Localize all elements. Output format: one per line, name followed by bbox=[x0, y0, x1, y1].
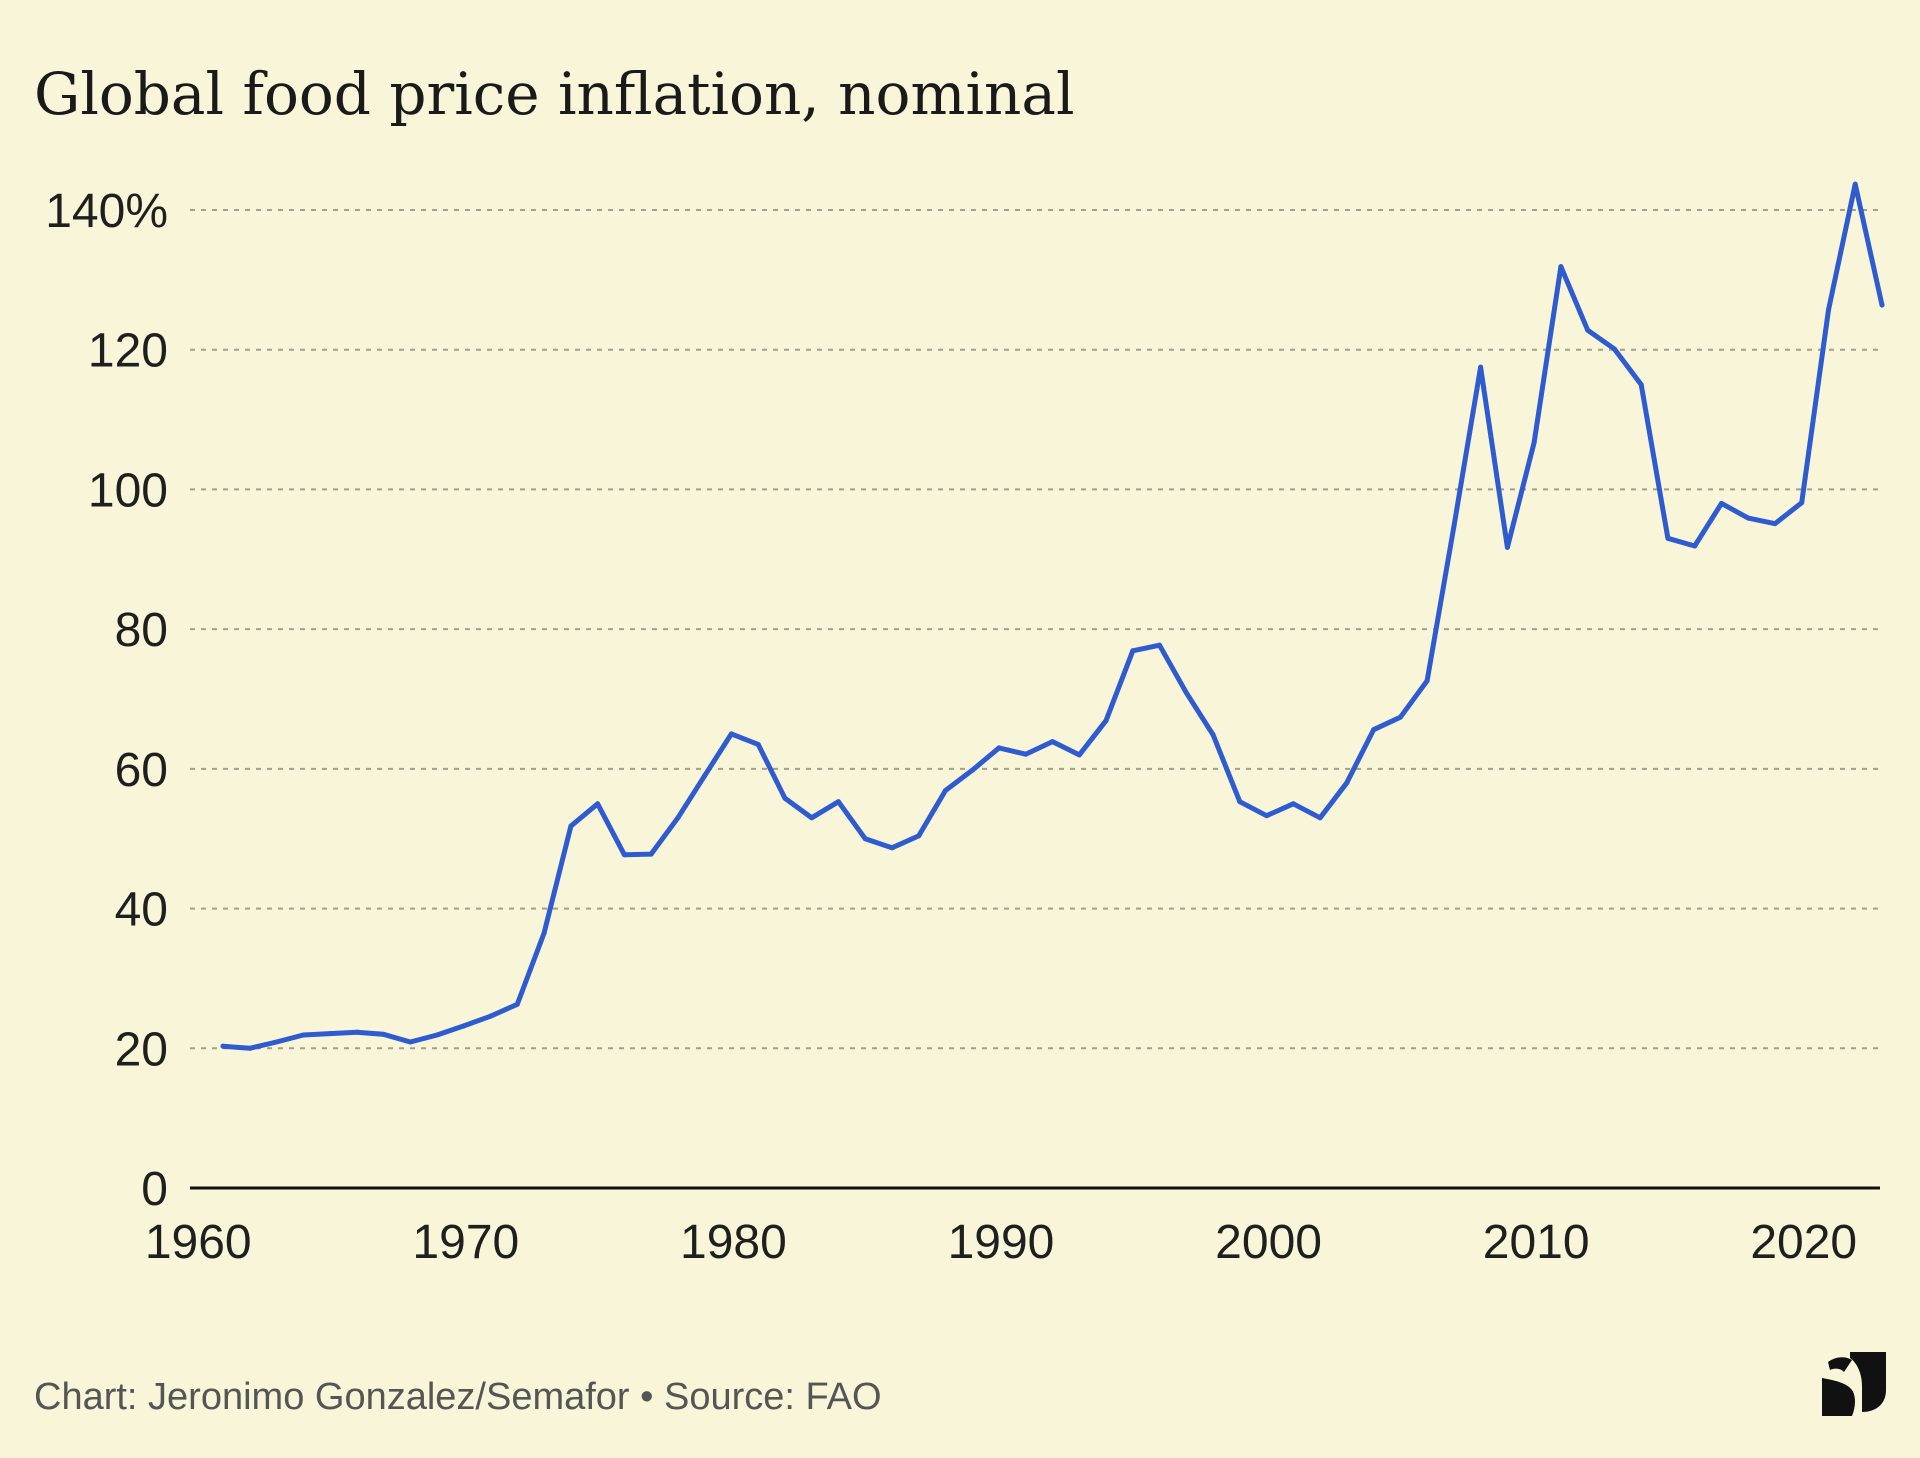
y-tick-label: 40 bbox=[115, 884, 168, 937]
data-point-1990 bbox=[996, 745, 1002, 751]
data-point-1991 bbox=[1023, 751, 1029, 757]
data-point-1992 bbox=[1050, 739, 1055, 745]
data-point-1984 bbox=[835, 799, 841, 805]
data-point-1963 bbox=[274, 1039, 280, 1045]
data-point-1981 bbox=[755, 741, 761, 747]
data-point-2011 bbox=[1558, 264, 1564, 270]
data-point-1971 bbox=[488, 1013, 494, 1019]
data-point-1994 bbox=[1103, 718, 1109, 724]
data-point-2002 bbox=[1317, 815, 1323, 821]
data-point-1968 bbox=[407, 1039, 413, 1045]
data-point-2013 bbox=[1611, 346, 1617, 352]
data-point-1993 bbox=[1076, 752, 1082, 758]
x-tick-label: 1990 bbox=[948, 1216, 1055, 1269]
data-point-1961 bbox=[220, 1043, 226, 1049]
data-point-1973 bbox=[541, 930, 547, 936]
data-point-2023 bbox=[1879, 302, 1885, 308]
data-point-1999 bbox=[1237, 799, 1243, 805]
data-point-1976 bbox=[621, 852, 627, 858]
data-point-2003 bbox=[1344, 780, 1350, 786]
data-point-1988 bbox=[942, 788, 948, 794]
x-tick-label: 2010 bbox=[1483, 1216, 1590, 1269]
data-point-1965 bbox=[327, 1031, 333, 1037]
data-point-1983 bbox=[809, 815, 815, 821]
data-point-2022 bbox=[1852, 181, 1858, 187]
x-tick-label: 1960 bbox=[145, 1216, 252, 1269]
x-tick-label: 1970 bbox=[412, 1216, 519, 1269]
data-point-2009 bbox=[1504, 544, 1510, 550]
data-point-1975 bbox=[595, 801, 601, 807]
data-point-2007 bbox=[1451, 523, 1457, 529]
data-point-2018 bbox=[1745, 515, 1751, 521]
y-tick-label: 60 bbox=[115, 744, 168, 797]
data-point-2008 bbox=[1478, 364, 1484, 370]
data-point-1964 bbox=[300, 1032, 306, 1038]
data-point-1989 bbox=[969, 767, 975, 773]
data-point-2005 bbox=[1397, 714, 1403, 720]
series-line-0 bbox=[220, 181, 1885, 1051]
data-point-2010 bbox=[1531, 440, 1537, 446]
data-point-2000 bbox=[1264, 813, 1270, 819]
series-lines bbox=[220, 181, 1885, 1051]
data-point-1962 bbox=[247, 1045, 253, 1051]
y-tick-label: 80 bbox=[115, 604, 168, 657]
data-point-2014 bbox=[1638, 382, 1644, 388]
data-point-1980 bbox=[728, 731, 734, 737]
data-point-1969 bbox=[434, 1032, 440, 1038]
x-tick-label: 2000 bbox=[1215, 1216, 1322, 1269]
data-points bbox=[220, 181, 1885, 1051]
data-point-1977 bbox=[648, 851, 654, 857]
data-point-2017 bbox=[1718, 500, 1724, 506]
data-point-1997 bbox=[1183, 690, 1189, 696]
data-point-1995 bbox=[1130, 648, 1136, 654]
data-point-2015 bbox=[1665, 535, 1671, 541]
data-point-1966 bbox=[354, 1029, 360, 1035]
data-point-1967 bbox=[381, 1031, 387, 1037]
data-point-1986 bbox=[889, 845, 895, 851]
y-tick-label: 0 bbox=[141, 1163, 168, 1216]
y-tick-label: 140% bbox=[45, 185, 168, 238]
y-tick-label: 120 bbox=[88, 325, 168, 378]
x-tick-label: 1980 bbox=[680, 1216, 787, 1269]
data-point-2012 bbox=[1585, 327, 1591, 333]
x-axis-ticks: 1960 1970 1980 1990 2000 2010 2020 bbox=[145, 1216, 1857, 1269]
data-point-1982 bbox=[782, 795, 788, 801]
data-point-2006 bbox=[1424, 678, 1430, 684]
data-point-2004 bbox=[1371, 727, 1377, 733]
data-point-1972 bbox=[514, 1001, 520, 1007]
semafor-logo-icon bbox=[1822, 1352, 1886, 1416]
chart-title: Global food price inflation, nominal bbox=[34, 60, 1075, 128]
x-tick-label: 2020 bbox=[1750, 1216, 1857, 1269]
data-point-1970 bbox=[461, 1023, 467, 1029]
data-point-2016 bbox=[1692, 543, 1698, 549]
data-point-1987 bbox=[916, 833, 922, 839]
data-point-2021 bbox=[1825, 307, 1831, 313]
source-credit: Chart: Jeronimo Gonzalez/Semafor • Sourc… bbox=[34, 1376, 882, 1418]
data-point-1998 bbox=[1210, 732, 1216, 738]
y-tick-label: 100 bbox=[88, 464, 168, 517]
data-point-1974 bbox=[568, 823, 574, 829]
data-point-1979 bbox=[702, 773, 708, 779]
data-point-1985 bbox=[862, 836, 868, 842]
y-axis-ticks: 0 20 40 60 80 100 120 140% bbox=[45, 185, 168, 1216]
data-point-1978 bbox=[675, 815, 681, 821]
y-tick-label: 20 bbox=[115, 1023, 168, 1076]
data-point-2020 bbox=[1799, 500, 1805, 506]
gridlines bbox=[190, 209, 1880, 1050]
data-point-2019 bbox=[1772, 521, 1778, 527]
data-point-1996 bbox=[1157, 642, 1163, 648]
data-point-2001 bbox=[1290, 801, 1296, 807]
